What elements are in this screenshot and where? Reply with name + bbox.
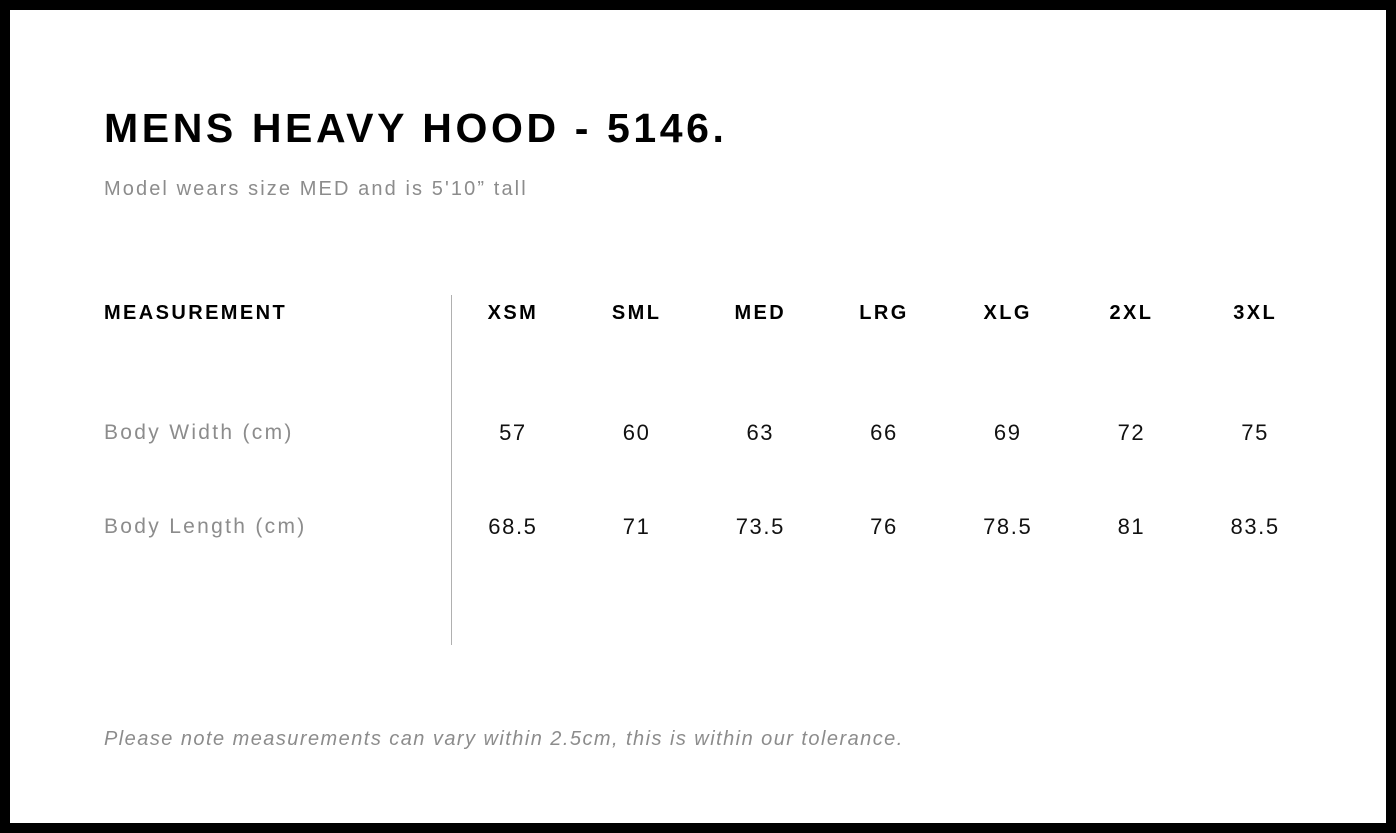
cell-body-width-2xl: 72 [1117, 420, 1146, 445]
cell-body-width-xsm: 57 [499, 420, 527, 445]
spacer-cell [1193, 334, 1317, 386]
size-chart-card: MENS HEAVY HOOD - 5146. Model wears size… [10, 10, 1386, 823]
column-header-size-lrg: LRG [859, 302, 909, 324]
table-vertical-divider [451, 295, 452, 645]
cell-body-length-xsm: 68.5 [488, 514, 538, 539]
column-header-size-2xl: 2XL [1109, 302, 1154, 324]
cell-body-width-3xl: 75 [1241, 420, 1269, 445]
spacer-cell [822, 334, 946, 386]
column-header-size-sml: SML [611, 302, 662, 324]
cell-body-width-xlg: 69 [993, 420, 1022, 445]
cell-body-length-xlg: 78.5 [983, 514, 1033, 539]
column-header-size-xlg: XLG [983, 302, 1032, 324]
cell-body-width-sml: 60 [622, 420, 651, 445]
column-header-measurement: MEASUREMENT [104, 302, 288, 324]
column-header-size-3xl: 3XL [1233, 302, 1278, 324]
cell-body-length-lrg: 76 [870, 514, 898, 539]
spacer-cell [698, 334, 822, 386]
spacer-cell [104, 334, 451, 386]
cell-body-length-med: 73.5 [735, 514, 785, 539]
cell-body-length-3xl: 83.5 [1230, 514, 1280, 539]
table-row: Body Length (cm) 68.5 71 73.5 76 78.5 81… [104, 480, 1317, 574]
table-row: Body Width (cm) 57 60 63 66 69 72 75 [104, 386, 1317, 480]
spacer-cell [1070, 334, 1194, 386]
tolerance-footnote: Please note measurements can vary within… [104, 728, 904, 750]
spacer-cell [451, 334, 575, 386]
cell-body-length-sml: 71 [622, 514, 651, 539]
spacer-cell [946, 334, 1070, 386]
column-header-size-xsm: XSM [487, 302, 539, 324]
row-label-body-length: Body Length (cm) [104, 515, 307, 538]
cell-body-width-med: 63 [746, 420, 775, 445]
column-header-size-med: MED [734, 302, 787, 324]
spacer-cell [575, 334, 699, 386]
row-label-body-width: Body Width (cm) [104, 421, 294, 444]
table-header-spacer [104, 334, 1317, 386]
cell-body-width-lrg: 66 [870, 420, 898, 445]
chart-header: MENS HEAVY HOOD - 5146. Model wears size… [104, 105, 1304, 200]
page-subtitle: Model wears size MED and is 5'10” tall [104, 178, 528, 200]
table-header-row: MEASUREMENT XSM SML MED LRG XLG 2XL 3XL [104, 293, 1317, 334]
cell-body-length-2xl: 81 [1117, 514, 1146, 539]
measurement-table: MEASUREMENT XSM SML MED LRG XLG 2XL 3XL [104, 293, 1317, 574]
page-title: MENS HEAVY HOOD - 5146. [104, 105, 728, 151]
